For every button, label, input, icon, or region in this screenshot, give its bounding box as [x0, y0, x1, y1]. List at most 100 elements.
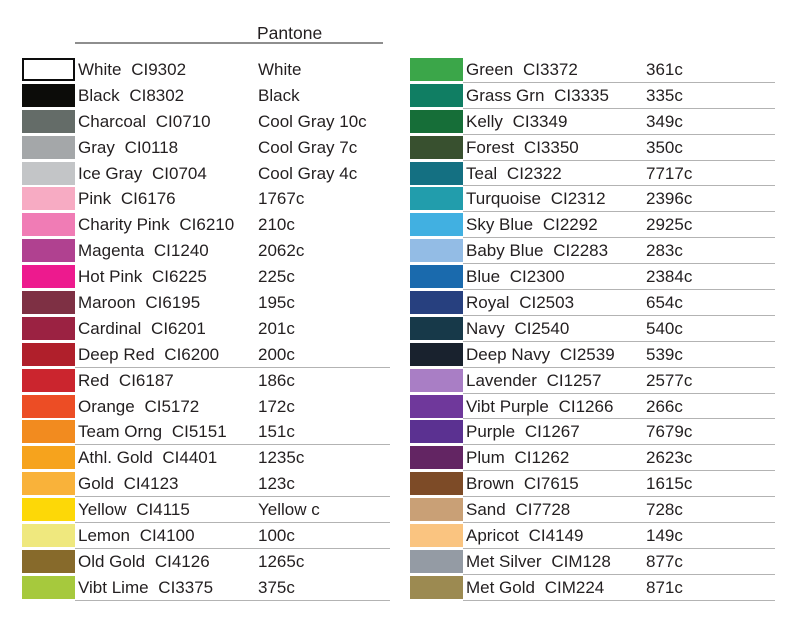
color-row: Purple CI1267 7679c: [410, 419, 775, 446]
pantone-value: 225c: [258, 267, 295, 287]
color-name: Charity Pink: [78, 215, 170, 235]
color-code: CI6200: [164, 344, 220, 364]
color-swatch: [22, 187, 75, 211]
color-label: Lemon CI4100: [78, 523, 195, 549]
color-row: Turquoise CI2312 2396c: [410, 186, 775, 213]
color-swatch: [410, 83, 463, 107]
color-label: Magenta CI1240: [78, 238, 209, 264]
pantone-value: 195c: [258, 293, 295, 313]
pantone-value: 151c: [258, 422, 295, 442]
pantone-value: 654c: [646, 293, 683, 313]
color-name: Navy: [466, 318, 505, 338]
color-code: CI2503: [519, 293, 575, 313]
pantone-value: 123c: [258, 474, 295, 494]
color-swatch: [22, 161, 75, 185]
color-code: CI3350: [523, 137, 579, 157]
color-label: Baby Blue CI2283: [466, 238, 608, 264]
color-code: CI3349: [512, 111, 568, 131]
color-label: Charcoal CI0710: [78, 109, 211, 135]
color-name: Vibt Lime: [78, 577, 149, 597]
color-label: Gold CI4123: [78, 471, 178, 497]
color-row: Plum CI1262 2623c: [410, 445, 775, 472]
color-label: Apricot CI4149: [466, 523, 583, 549]
color-label: Black CI8302: [78, 83, 184, 109]
color-label: Vibt Purple CI1266: [466, 394, 613, 420]
color-code: CI4100: [139, 526, 195, 546]
color-code: CI1267: [524, 422, 580, 442]
color-label: Charity Pink CI6210: [78, 212, 234, 238]
color-name: Team Orng: [78, 422, 163, 442]
color-label: Athl. Gold CI4401: [78, 445, 217, 471]
pantone-value: Cool Gray 10c: [258, 111, 367, 131]
pantone-value: Yellow c: [258, 500, 320, 520]
color-name: Turquoise: [466, 189, 541, 209]
color-code: CI7728: [515, 500, 571, 520]
pantone-value: 201c: [258, 318, 295, 338]
color-label: Red CI6187: [78, 368, 174, 394]
pantone-value: 100c: [258, 526, 295, 546]
color-row: Vibt Purple CI1266 266c: [410, 394, 775, 420]
color-name: Purple: [466, 422, 516, 442]
color-name: Plum: [466, 448, 505, 468]
color-code: CI4115: [136, 500, 190, 520]
color-row: Met Gold CIM224 871c: [410, 575, 775, 601]
color-swatch: [410, 524, 463, 548]
color-code: CI3335: [554, 85, 609, 105]
color-label: Plum CI1262: [466, 445, 569, 471]
color-swatch: [22, 342, 75, 366]
color-row: Ice Gray CI0704 Cool Gray 4c: [22, 161, 390, 187]
color-row: Charity Pink CI6210 210c: [22, 212, 390, 238]
pantone-value: 375c: [258, 577, 295, 597]
color-row: Vibt Lime CI3375 375c: [22, 575, 390, 601]
color-code: CI6176: [120, 189, 176, 209]
color-swatch: [22, 58, 75, 81]
color-name: Red: [78, 370, 110, 390]
header-divider-line: [75, 42, 383, 44]
pantone-value: 1767c: [258, 189, 305, 209]
color-swatch: [22, 549, 75, 573]
color-label: Team Orng CI5151: [78, 419, 227, 445]
color-name: Met Silver: [466, 551, 542, 571]
color-label: Deep Navy CI2539: [466, 342, 615, 368]
color-code: CI0118: [124, 137, 179, 157]
color-swatch: [410, 575, 463, 599]
pantone-value: 540c: [646, 318, 683, 338]
color-row: Baby Blue CI2283 283c: [410, 238, 775, 265]
color-label: Met Silver CIM128: [466, 549, 611, 575]
color-name: Grass Grn: [466, 85, 545, 105]
color-swatch: [410, 58, 463, 81]
color-row: Sand CI7728 728c: [410, 497, 775, 523]
color-row: Green CI3372 361c: [410, 57, 775, 83]
color-row: Met Silver CIM128 877c: [410, 549, 775, 575]
color-label: Turquoise CI2312: [466, 186, 606, 212]
pantone-value: 1235c: [258, 448, 305, 468]
color-name: Hot Pink: [78, 267, 143, 287]
color-code: CI1240: [153, 241, 209, 261]
pantone-value: 350c: [646, 137, 683, 157]
color-swatch: [410, 265, 463, 289]
color-label: Pink CI6176: [78, 186, 176, 212]
color-row: Gold CI4123 123c: [22, 471, 390, 498]
color-row: Charcoal CI0710 Cool Gray 10c: [22, 109, 390, 135]
color-swatch: [410, 316, 463, 340]
color-name: Maroon: [78, 293, 136, 313]
color-swatch: [410, 368, 463, 392]
pantone-value: 283c: [646, 241, 683, 261]
color-code: CI5151: [171, 422, 227, 442]
color-code: CI2322: [506, 163, 562, 183]
color-name: Vibt Purple: [466, 396, 549, 416]
pantone-value: 335c: [646, 85, 683, 105]
color-code: CI4149: [528, 526, 584, 546]
color-name: Baby Blue: [466, 241, 544, 261]
color-swatch: [22, 239, 75, 263]
color-code: CIM224: [544, 577, 605, 597]
color-code: CI6225: [151, 267, 207, 287]
color-label: Deep Red CI6200: [78, 342, 219, 368]
color-label: Old Gold CI4126: [78, 549, 210, 575]
color-name: Sand: [466, 500, 506, 520]
pantone-value: 7679c: [646, 422, 693, 442]
pantone-value: 7717c: [646, 163, 693, 183]
color-label: Yellow CI4115: [78, 497, 190, 523]
color-swatch: [22, 83, 75, 107]
